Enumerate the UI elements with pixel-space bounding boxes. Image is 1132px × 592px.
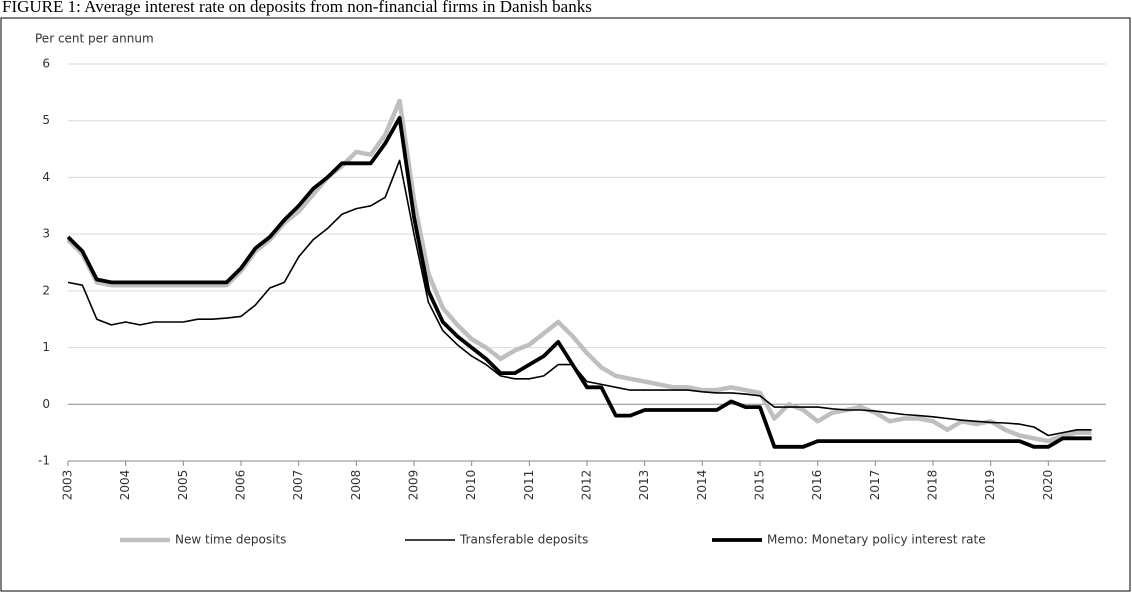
legend-label: Transferable deposits (459, 533, 588, 547)
x-tick-label: 2015 (753, 470, 767, 501)
x-tick-label: 2014 (695, 470, 709, 501)
legend-label: New time deposits (175, 533, 286, 547)
x-tick-label: 2019 (983, 470, 997, 501)
x-tick-label: 2020 (1041, 470, 1055, 501)
y-tick-label: -1 (38, 454, 50, 468)
x-tick-label: 2018 (926, 470, 940, 501)
y-tick-label: 2 (42, 283, 50, 297)
y-tick-label: 0 (42, 397, 50, 411)
x-tick-label: 2003 (61, 470, 75, 501)
x-tick-label: 2009 (407, 470, 421, 501)
y-tick-label: 5 (42, 113, 50, 127)
frame (0, 17, 1131, 592)
figure-title: FIGURE 1: Average interest rate on depos… (2, 0, 592, 16)
series-line (67, 159, 1092, 437)
y-tick-label: 3 (42, 227, 50, 241)
x-tick-label: 2004 (118, 470, 132, 501)
x-tick-label: 2011 (522, 470, 536, 501)
legend-label: Memo: Monetary policy interest rate (767, 533, 986, 547)
y-tick-label: 4 (42, 170, 50, 184)
y-axis-label: Per cent per annum (35, 32, 154, 46)
x-tick-label: 2013 (637, 470, 651, 501)
x-tick-label: 2008 (349, 470, 363, 501)
series-line (66, 116, 1092, 449)
x-tick-label: 2010 (464, 470, 478, 501)
series-line (66, 98, 1092, 444)
x-tick-label: 2006 (234, 470, 248, 501)
x-tick-label: 2005 (176, 470, 190, 501)
x-tick-label: 2007 (291, 470, 305, 501)
x-tick-label: 2012 (580, 470, 594, 501)
y-tick-label: 6 (42, 57, 50, 71)
y-tick-label: 1 (42, 340, 50, 354)
x-tick-label: 2016 (810, 470, 824, 501)
x-tick-label: 2017 (868, 470, 882, 501)
